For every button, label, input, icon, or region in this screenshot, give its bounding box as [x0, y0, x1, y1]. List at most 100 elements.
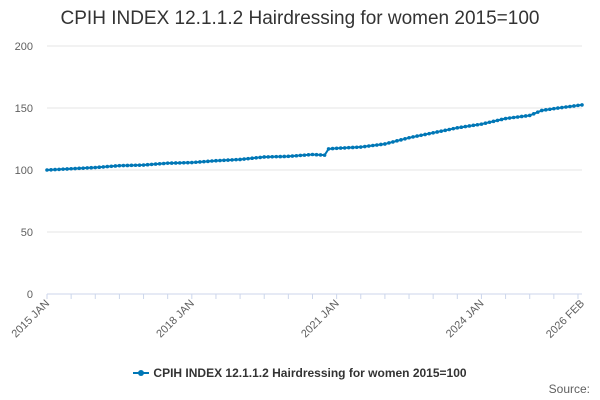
data-point[interactable]	[580, 103, 584, 107]
data-point[interactable]	[572, 104, 576, 108]
data-point[interactable]	[334, 146, 339, 151]
series-line[interactable]	[46, 103, 583, 171]
data-point[interactable]	[254, 156, 258, 160]
data-point[interactable]	[475, 122, 480, 127]
data-point[interactable]	[274, 154, 279, 159]
data-point[interactable]	[427, 131, 431, 136]
data-point[interactable]	[185, 160, 190, 165]
data-point[interactable]	[495, 118, 500, 123]
data-point[interactable]	[318, 153, 323, 157]
data-point[interactable]	[214, 158, 218, 163]
data-point[interactable]	[45, 168, 49, 172]
data-point[interactable]	[61, 167, 65, 171]
data-point[interactable]	[101, 165, 106, 169]
data-point[interactable]	[479, 122, 484, 126]
data-point[interactable]	[49, 167, 53, 172]
data-point[interactable]	[97, 165, 102, 170]
data-point[interactable]	[544, 108, 548, 112]
data-point[interactable]	[362, 144, 367, 149]
data-point[interactable]	[391, 140, 395, 144]
data-point[interactable]	[181, 160, 186, 165]
data-point[interactable]	[177, 161, 182, 165]
data-point[interactable]	[290, 154, 295, 158]
data-point[interactable]	[383, 142, 387, 146]
data-point[interactable]	[210, 159, 214, 163]
data-point[interactable]	[250, 156, 254, 161]
data-point[interactable]	[507, 116, 512, 120]
data-point[interactable]	[535, 110, 540, 114]
data-point[interactable]	[375, 143, 379, 147]
data-point[interactable]	[230, 158, 234, 162]
data-point[interactable]	[407, 135, 411, 140]
data-point[interactable]	[65, 167, 69, 171]
data-point[interactable]	[262, 155, 267, 159]
data-point[interactable]	[483, 121, 488, 125]
data-point[interactable]	[53, 167, 57, 172]
data-point[interactable]	[531, 111, 536, 116]
data-point[interactable]	[125, 163, 130, 168]
data-point[interactable]	[113, 164, 118, 168]
data-point[interactable]	[471, 123, 476, 128]
data-point[interactable]	[330, 146, 335, 151]
data-point[interactable]	[435, 130, 439, 134]
data-point[interactable]	[560, 105, 564, 110]
data-point[interactable]	[439, 129, 444, 133]
data-point[interactable]	[314, 152, 319, 157]
data-point[interactable]	[222, 158, 226, 163]
data-point[interactable]	[57, 167, 61, 172]
data-point[interactable]	[338, 146, 343, 150]
data-point[interactable]	[242, 157, 246, 161]
chart-legend[interactable]: CPIH INDEX 12.1.1.2 Hairdressing for wom…	[0, 366, 600, 380]
data-point[interactable]	[419, 133, 423, 138]
data-point[interactable]	[326, 147, 331, 151]
data-point[interactable]	[463, 124, 468, 129]
data-point[interactable]	[346, 145, 351, 150]
data-point[interactable]	[568, 104, 572, 109]
data-point[interactable]	[226, 158, 230, 162]
data-point[interactable]	[246, 156, 250, 161]
data-point[interactable]	[93, 165, 98, 170]
data-point[interactable]	[234, 157, 238, 162]
data-point[interactable]	[169, 161, 174, 165]
data-point[interactable]	[387, 141, 391, 145]
data-point[interactable]	[423, 132, 427, 137]
data-point[interactable]	[443, 128, 448, 133]
data-point[interactable]	[298, 153, 303, 158]
data-point[interactable]	[141, 163, 146, 167]
data-point[interactable]	[218, 158, 222, 163]
data-point[interactable]	[415, 134, 419, 138]
data-point[interactable]	[431, 131, 435, 135]
data-point[interactable]	[89, 165, 94, 170]
data-point[interactable]	[121, 163, 126, 168]
data-point[interactable]	[302, 153, 307, 157]
data-point[interactable]	[395, 139, 399, 143]
data-point[interactable]	[294, 153, 299, 158]
data-point[interactable]	[548, 107, 552, 112]
data-point[interactable]	[552, 106, 556, 111]
data-point[interactable]	[527, 113, 532, 118]
data-point[interactable]	[81, 166, 85, 170]
data-point[interactable]	[564, 105, 568, 109]
data-point[interactable]	[149, 162, 154, 167]
data-point[interactable]	[137, 163, 142, 167]
data-point[interactable]	[206, 159, 210, 164]
data-point[interactable]	[194, 160, 198, 165]
data-point[interactable]	[190, 160, 194, 165]
data-point[interactable]	[282, 154, 287, 159]
data-point[interactable]	[165, 161, 170, 165]
data-point[interactable]	[133, 163, 138, 168]
data-point[interactable]	[322, 153, 327, 157]
data-point[interactable]	[403, 136, 407, 141]
data-point[interactable]	[519, 114, 524, 119]
data-point[interactable]	[556, 106, 560, 110]
data-point[interactable]	[73, 166, 77, 171]
data-point[interactable]	[238, 157, 242, 162]
data-point[interactable]	[354, 145, 359, 150]
data-point[interactable]	[105, 164, 110, 169]
data-point[interactable]	[266, 155, 271, 159]
data-point[interactable]	[523, 114, 528, 118]
data-point[interactable]	[499, 117, 504, 122]
data-point[interactable]	[576, 103, 580, 108]
data-point[interactable]	[202, 159, 206, 164]
data-point[interactable]	[286, 154, 291, 159]
